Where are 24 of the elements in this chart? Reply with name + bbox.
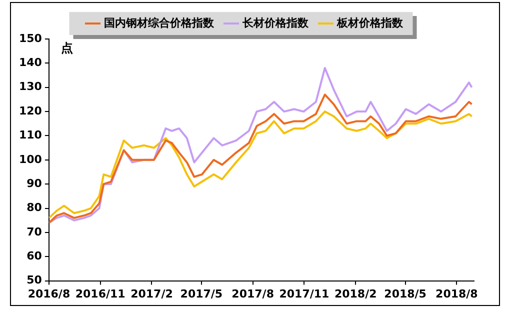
y-tick-label: 90 xyxy=(26,176,42,190)
legend-label: 长材价格指数 xyxy=(241,16,310,30)
y-tick-label: 50 xyxy=(26,274,42,287)
x-tick-label: 2018/8 xyxy=(436,287,478,300)
x-tick-label: 2017/11 xyxy=(279,287,330,300)
y-tick-label: 70 xyxy=(26,225,42,238)
y-tick-label: 150 xyxy=(18,32,42,45)
y-axis-title: 点 xyxy=(60,41,73,56)
x-tick-label: 2017/2 xyxy=(130,287,173,300)
x-tick-label: 2017/8 xyxy=(232,287,274,300)
y-tick-label: 130 xyxy=(18,80,42,94)
legend-label: 板材价格指数 xyxy=(336,16,404,30)
y-tick-label: 80 xyxy=(26,201,42,214)
x-tick-label: 2016/11 xyxy=(75,287,126,300)
y-tick-label: 100 xyxy=(18,152,42,166)
y-tick-label: 120 xyxy=(18,104,42,118)
y-tick-label: 110 xyxy=(18,128,42,142)
x-tick-label: 2018/5 xyxy=(384,287,426,300)
x-tick-label: 2016/8 xyxy=(28,287,70,300)
legend-label: 国内钢材综合价格指数 xyxy=(104,16,215,30)
x-tick-label: 2018/2 xyxy=(334,287,377,300)
x-tick-label: 2017/5 xyxy=(180,287,223,300)
y-tick-label: 140 xyxy=(18,56,42,70)
y-tick-label: 60 xyxy=(26,249,42,262)
